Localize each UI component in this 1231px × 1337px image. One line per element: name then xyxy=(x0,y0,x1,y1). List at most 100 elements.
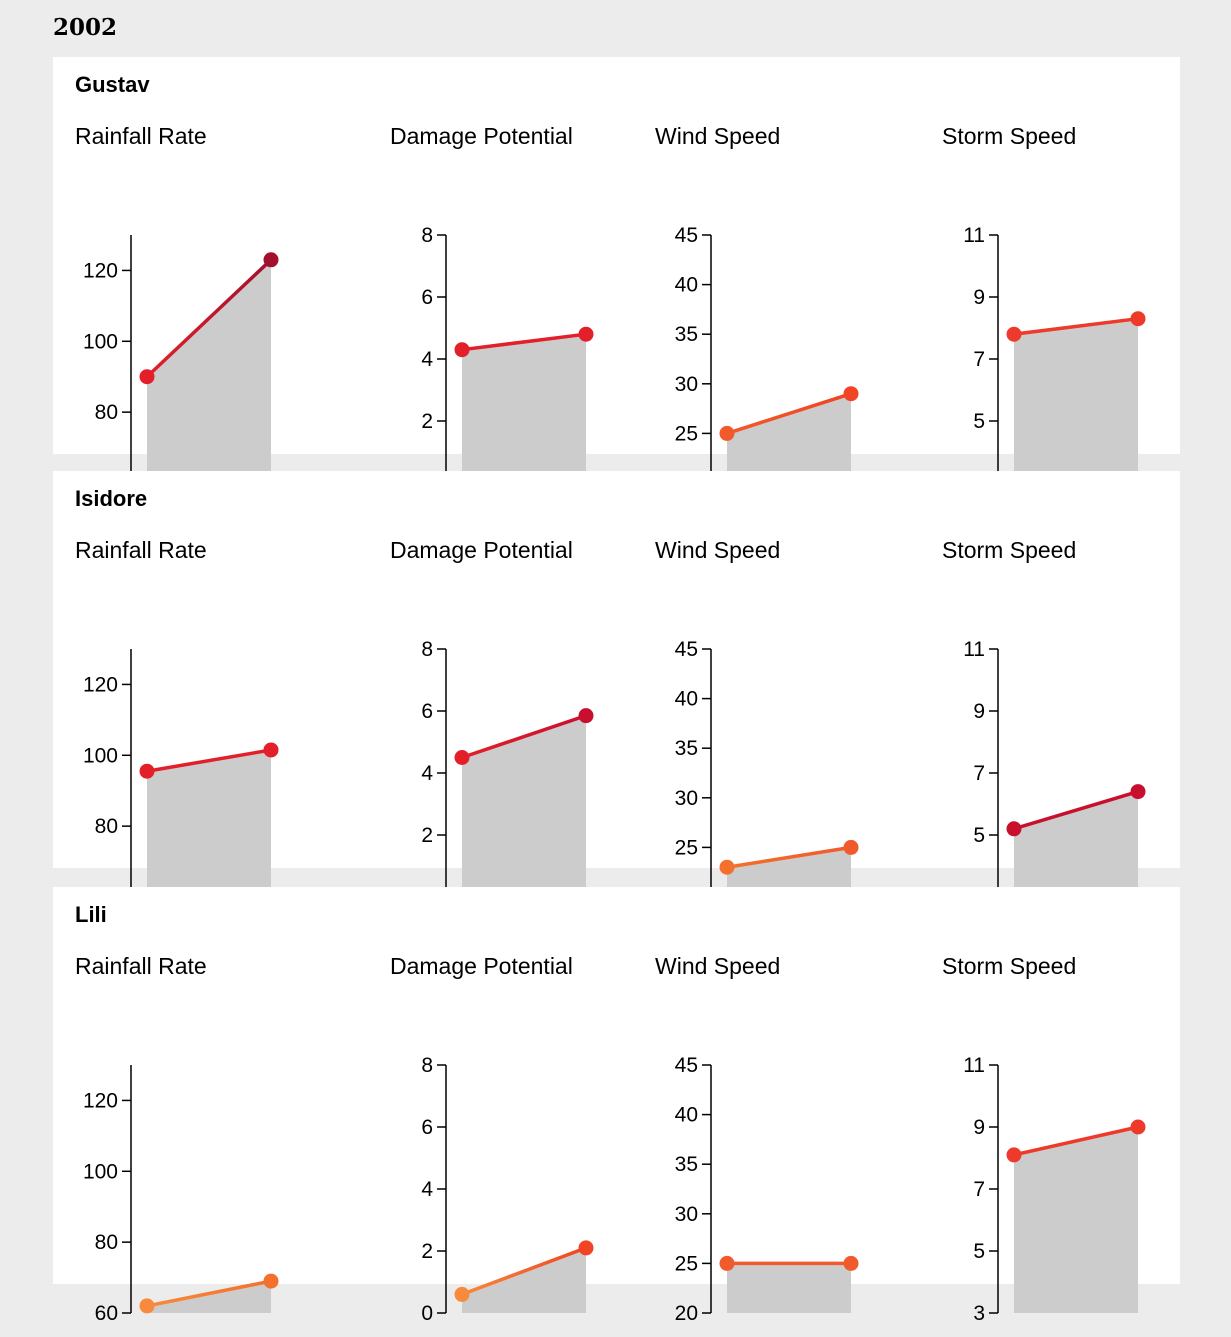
data-point-2 xyxy=(578,1240,594,1256)
chart-title: Storm Speed xyxy=(942,953,1077,979)
chart-title: Storm Speed xyxy=(942,123,1077,149)
y-tick-label: 11 xyxy=(963,224,985,247)
data-point-1 xyxy=(139,763,155,779)
y-tick-label: 60 xyxy=(95,1302,118,1325)
y-tick-label: 120 xyxy=(83,1089,118,1112)
series-line xyxy=(726,392,852,436)
data-point-2 xyxy=(578,708,594,724)
chart-title: Rainfall Rate xyxy=(75,537,207,563)
data-point-2 xyxy=(1130,784,1146,800)
chart-title: Rainfall Rate xyxy=(75,123,207,149)
chart-title: Damage Potential xyxy=(390,123,573,149)
series-line xyxy=(146,748,272,773)
series-line xyxy=(461,1246,587,1297)
y-tick-label: 7 xyxy=(973,348,985,371)
data-point-2 xyxy=(843,839,859,855)
y-tick-label: 45 xyxy=(675,1054,698,1077)
data-point-2 xyxy=(1130,1119,1146,1135)
data-point-2 xyxy=(263,252,279,268)
y-tick-label: 120 xyxy=(83,259,118,282)
y-tick-label: 30 xyxy=(675,1203,698,1226)
series-line xyxy=(726,845,852,869)
y-tick-label: 9 xyxy=(973,700,985,723)
y-tick-label: 100 xyxy=(83,330,118,353)
data-point-2 xyxy=(263,742,279,758)
y-tick-label: 8 xyxy=(421,638,433,661)
y-tick-label: 100 xyxy=(83,1160,118,1183)
chart-title: Wind Speed xyxy=(655,537,781,563)
area-fill xyxy=(727,393,851,483)
y-tick-label: 2 xyxy=(421,1240,433,1263)
y-tick-label: 45 xyxy=(675,638,698,661)
series-line xyxy=(1013,1125,1139,1157)
y-tick-label: 120 xyxy=(83,673,118,696)
data-point-2 xyxy=(578,326,594,342)
y-tick-label: 11 xyxy=(963,1054,985,1077)
y-tick-label: 8 xyxy=(421,1054,433,1077)
y-tick-label: 4 xyxy=(421,1178,433,1201)
series-line xyxy=(1013,789,1139,831)
data-point-1 xyxy=(454,342,470,358)
area-fill xyxy=(462,334,586,483)
y-tick-label: 5 xyxy=(973,824,985,847)
area-fill xyxy=(147,259,271,483)
y-tick-label: 6 xyxy=(421,700,433,723)
data-point-1 xyxy=(719,425,735,441)
series-line xyxy=(145,258,273,378)
area-fill xyxy=(1014,1127,1138,1313)
y-tick-label: 35 xyxy=(675,323,698,346)
storm-name: Lili xyxy=(75,902,107,927)
area-fill xyxy=(727,847,851,897)
y-tick-label: 25 xyxy=(675,836,698,859)
y-tick-label: 5 xyxy=(973,1240,985,1263)
y-tick-label: 0 xyxy=(421,1302,433,1325)
y-tick-label: 30 xyxy=(675,373,698,396)
y-tick-label: 4 xyxy=(421,348,433,371)
chart-title: Rainfall Rate xyxy=(75,953,207,979)
y-tick-label: 25 xyxy=(675,1252,698,1275)
y-tick-label: 3 xyxy=(973,1302,985,1325)
chart-title: Damage Potential xyxy=(390,953,573,979)
area-fill xyxy=(462,715,586,897)
y-tick-label: 80 xyxy=(95,815,118,838)
storm-name: Gustav xyxy=(75,72,150,97)
y-tick-label: 9 xyxy=(973,1116,985,1139)
series-line xyxy=(146,1279,272,1308)
area-fill xyxy=(1014,791,1138,897)
y-tick-label: 8 xyxy=(421,224,433,247)
year-heading: 2002 xyxy=(53,14,118,41)
data-point-1 xyxy=(719,859,735,875)
y-tick-label: 45 xyxy=(675,224,698,247)
y-tick-label: 30 xyxy=(675,787,698,810)
area-fill xyxy=(462,1247,586,1313)
series-line xyxy=(461,332,587,352)
y-tick-label: 35 xyxy=(675,737,698,760)
chart-title: Damage Potential xyxy=(390,537,573,563)
storm-panel-lili: Lili Rainfall Rate 60 80 100 120 Damage Potent… xyxy=(53,887,1180,1325)
y-tick-label: 40 xyxy=(675,688,698,711)
data-point-1 xyxy=(454,1286,470,1302)
y-tick-label: 40 xyxy=(675,274,698,297)
data-point-2 xyxy=(843,1255,859,1271)
